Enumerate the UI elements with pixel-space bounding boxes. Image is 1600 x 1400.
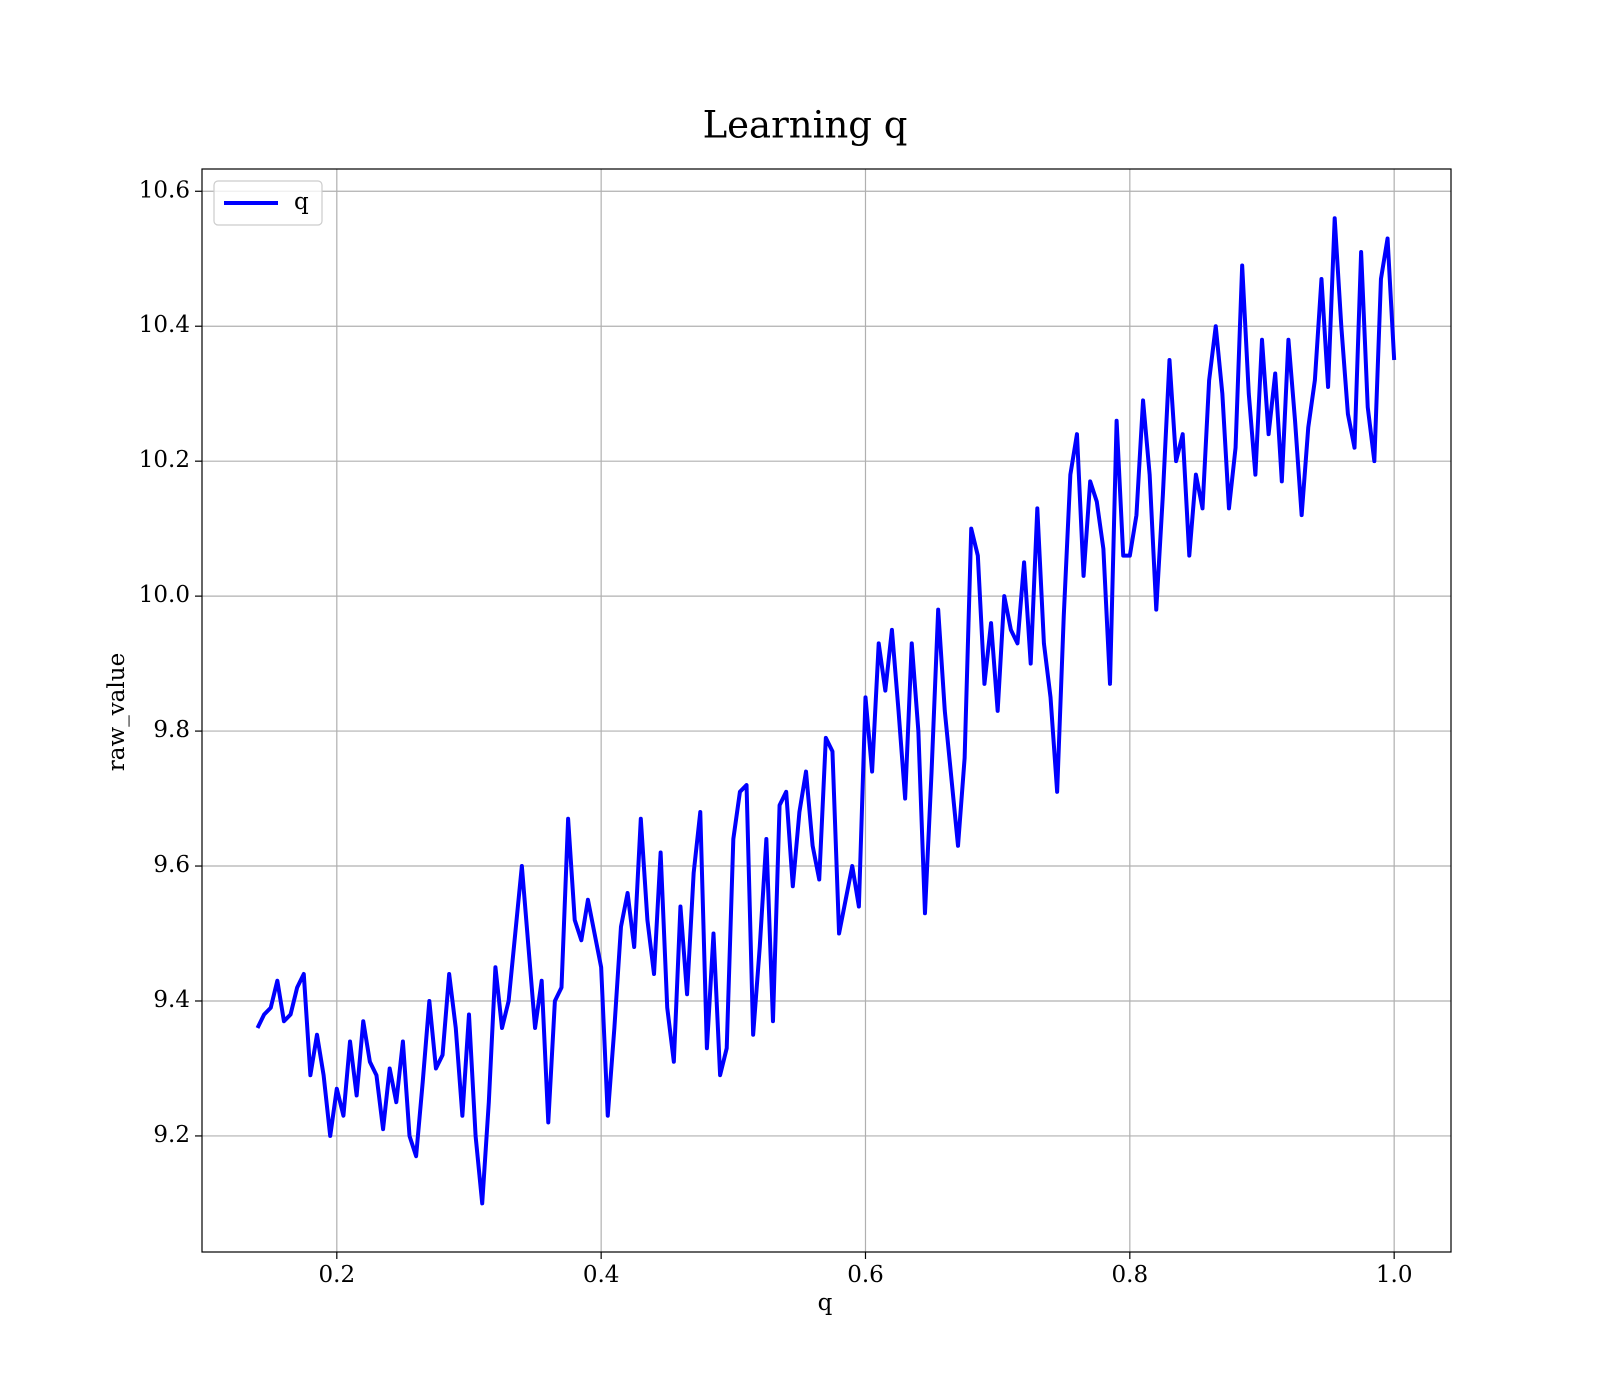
plot-frame xyxy=(201,168,1452,1253)
x-tick-label: 1.0 xyxy=(1376,1262,1413,1288)
x-tick-label: 0.8 xyxy=(1112,1262,1149,1288)
y-tick-label: 9.8 xyxy=(153,717,190,743)
x-tick-label: 0.6 xyxy=(847,1262,884,1288)
y-tick-label: 10.4 xyxy=(139,312,190,338)
legend-label: q xyxy=(294,189,309,215)
y-tick-label: 9.4 xyxy=(153,987,190,1013)
y-tick-label: 10.6 xyxy=(139,177,190,203)
x-tick-label: 0.4 xyxy=(583,1262,620,1288)
x-axis-label: q xyxy=(818,1290,833,1316)
chart-title: Learning q xyxy=(703,104,908,147)
y-axis-label: raw_value xyxy=(104,653,130,771)
y-tick-label: 9.2 xyxy=(153,1122,190,1148)
data-line xyxy=(255,216,1397,1206)
x-tick-label: 0.2 xyxy=(319,1262,356,1288)
y-tick-label: 9.6 xyxy=(153,852,190,878)
y-tick-label: 10.0 xyxy=(139,582,190,608)
y-tick-label: 10.2 xyxy=(139,447,190,473)
